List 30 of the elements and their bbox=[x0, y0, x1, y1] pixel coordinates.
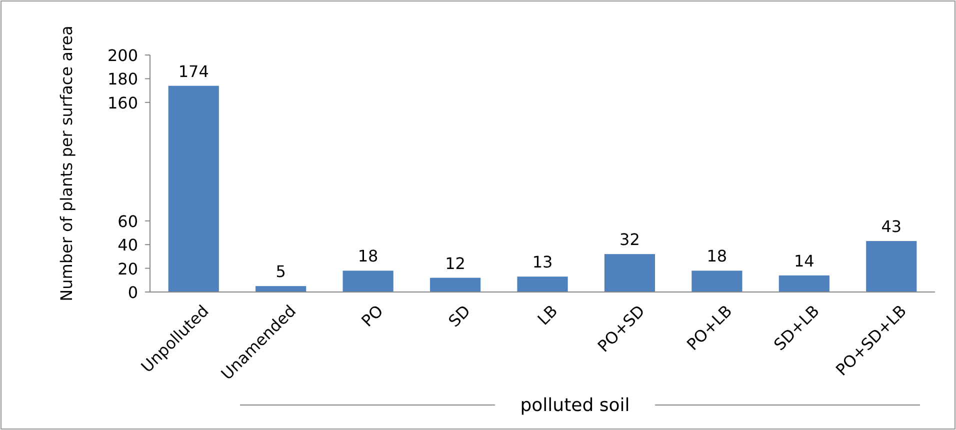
x-tick-label: LB bbox=[534, 301, 562, 329]
data-label: 18 bbox=[358, 246, 378, 266]
data-label: 32 bbox=[620, 230, 640, 250]
bar bbox=[168, 86, 219, 292]
bar bbox=[517, 276, 568, 292]
bar bbox=[604, 254, 656, 292]
bar bbox=[256, 286, 306, 292]
data-label: 13 bbox=[532, 252, 553, 272]
bar bbox=[778, 275, 830, 292]
x-tick-label: SD bbox=[444, 301, 474, 331]
y-axis-title: Number of plants per surface area bbox=[57, 26, 76, 302]
bar bbox=[692, 270, 742, 292]
y-tick-label: 180 bbox=[107, 70, 138, 89]
data-label: 174 bbox=[178, 62, 209, 81]
bar bbox=[430, 278, 481, 292]
data-label: 5 bbox=[276, 262, 286, 282]
y-tick-label: 0 bbox=[128, 283, 138, 302]
y-tick-label: 40 bbox=[118, 236, 138, 255]
y-tick-label: 160 bbox=[107, 93, 138, 112]
data-label: 14 bbox=[794, 251, 814, 270]
y-tick-label: 20 bbox=[118, 259, 138, 278]
data-label: 18 bbox=[706, 246, 728, 266]
data-label: 43 bbox=[881, 217, 902, 236]
x-tick-label: PO bbox=[358, 301, 387, 330]
bar bbox=[866, 241, 917, 292]
y-tick-label: 60 bbox=[118, 212, 138, 231]
data-label: 12 bbox=[445, 254, 466, 273]
y-tick-label: 200 bbox=[107, 46, 138, 65]
bar bbox=[342, 270, 394, 292]
text: polluted soil bbox=[520, 395, 630, 416]
